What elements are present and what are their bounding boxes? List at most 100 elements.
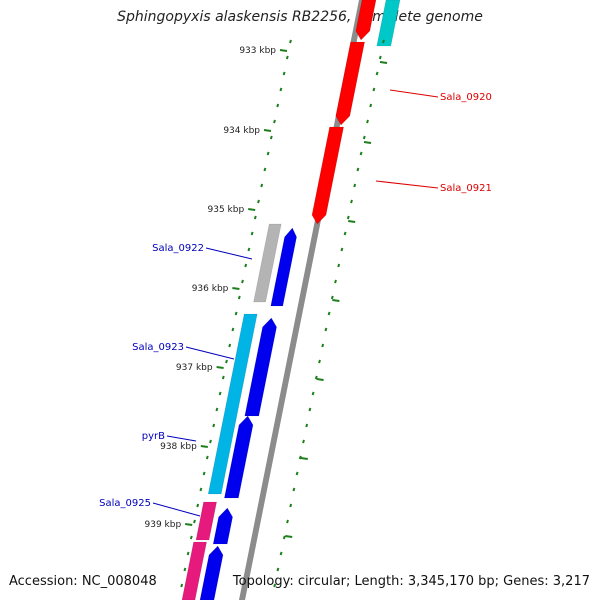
tick-dot-left [260, 183, 264, 188]
kbp-tick-mark-right [285, 535, 293, 538]
tick-dot-right [375, 71, 379, 76]
tick-dot-right [282, 535, 286, 540]
tick-dot-left [250, 231, 254, 236]
tick-dot-left [183, 567, 187, 572]
tick-dot-left [221, 375, 225, 380]
kbp-tick-label: 934 kbp [223, 126, 260, 136]
kbp-tick-mark [279, 49, 288, 52]
tick-dot-left [282, 71, 286, 76]
kbp-tick-mark-right [348, 220, 356, 223]
kbp-ticks: 933 kbp 934 kbp 935 kbp 936 kbp 937 kbp 938 k… [145, 39, 388, 588]
tick-dot-right [308, 407, 312, 412]
tick-dot-left [269, 135, 273, 140]
kbp-tick-mark [216, 366, 224, 369]
reverse-gene-block [212, 507, 233, 545]
kbp-tick-label: 937 kbp [176, 363, 213, 373]
kbp-tick-mark [248, 208, 256, 211]
tick-dot-right [350, 199, 353, 204]
tick-dot-right [298, 455, 302, 460]
kbp-tick-mark-right [316, 378, 324, 381]
gene-label-leader [166, 435, 197, 442]
gene-label-forward: Sala_0921 [440, 183, 492, 194]
kbp-tick-mark-right [363, 141, 372, 144]
tick-dot-left [253, 215, 257, 220]
gene-label-reverse: pyrB [142, 431, 165, 442]
kbp-tick-label: 936 kbp [192, 284, 229, 294]
tick-dot-left [209, 439, 212, 444]
tick-dot-left [234, 311, 238, 316]
tick-dot-left [205, 455, 209, 460]
tick-dot-left [237, 295, 241, 300]
forward-gene-block-cyan [376, 0, 401, 47]
gene-label-leader [375, 180, 439, 189]
pink-gene-block [195, 501, 217, 541]
pink-gene-block [181, 541, 207, 600]
kbp-tick-mark-right [300, 457, 308, 460]
tick-dot-right [321, 343, 325, 348]
kbp-tick-mark [263, 129, 272, 132]
kbp-tick-label: 939 kbp [145, 520, 182, 530]
kbp-tick-label: 935 kbp [208, 205, 245, 215]
tick-dot-right [343, 231, 347, 236]
tick-dot-left [218, 391, 222, 396]
gene-label-reverse: Sala_0922 [152, 243, 204, 254]
tick-dot-left [228, 343, 232, 348]
tick-dot-left [257, 199, 260, 204]
tick-dot-left [285, 55, 289, 60]
gene-label-leader [389, 89, 439, 98]
tick-dot-left [273, 119, 276, 124]
reverse-gene-block-lightblue [207, 313, 258, 495]
tick-dot-left [186, 551, 190, 556]
kbp-tick-mark [185, 523, 193, 526]
tick-dot-right [314, 375, 318, 380]
tick-dot-right [279, 551, 283, 556]
gene-label-reverse: Sala_0923 [132, 342, 184, 353]
tick-dot-left [212, 423, 216, 428]
tick-dot-right [302, 439, 305, 444]
tick-dot-left [193, 519, 196, 524]
kbp-tick-mark [200, 445, 208, 448]
tick-dot-left [276, 103, 280, 108]
tick-dot-left [231, 327, 235, 332]
tick-dot-right [346, 215, 350, 220]
tick-dot-right [353, 183, 357, 188]
tick-dot-left [202, 471, 206, 476]
tick-dot-left [279, 87, 283, 92]
reverse-gene-block [270, 227, 297, 307]
tick-dot-right [311, 391, 315, 396]
gene-labels: Sala_0920 Sala_0921 Sala_0922 Sala_0923 pyrB… [99, 89, 492, 517]
tick-dot-right [289, 503, 293, 508]
forward-gene-block [335, 41, 365, 126]
tick-dot-right [372, 87, 376, 92]
reverse-gene-block [199, 545, 224, 600]
tick-dot-right [305, 423, 309, 428]
tick-dot-left [196, 503, 200, 508]
reverse-gene-block [224, 415, 254, 499]
tick-dot-left [225, 359, 228, 364]
gene-label-forward: Sala_0920 [440, 92, 492, 103]
tick-dot-right [330, 295, 334, 300]
kbp-tick-mark [232, 287, 240, 290]
tick-dot-left [215, 407, 219, 412]
tick-dot-left [266, 151, 270, 156]
gene-label-leader [152, 502, 201, 517]
genome-summary-text: Topology: circular; Length: 3,345,170 bp… [232, 574, 590, 589]
tick-dot-right [356, 167, 360, 172]
forward-gene-block [355, 0, 377, 41]
tick-dot-right [295, 471, 299, 476]
tick-dot-right [337, 263, 341, 268]
tick-dot-right [359, 151, 363, 156]
gene-label-reverse: Sala_0925 [99, 498, 151, 509]
kbp-tick-mark-right [379, 61, 388, 64]
tick-dot-left [247, 247, 251, 252]
kbp-tick-mark-right [332, 299, 340, 302]
tick-dot-right [292, 487, 296, 492]
feature-tracks [181, 0, 401, 600]
tick-dot-right [369, 103, 373, 108]
tick-dot-left [180, 583, 184, 588]
reverse-gene-block [244, 317, 277, 417]
tick-dot-left [241, 279, 244, 284]
grey-feature-block [253, 223, 282, 303]
